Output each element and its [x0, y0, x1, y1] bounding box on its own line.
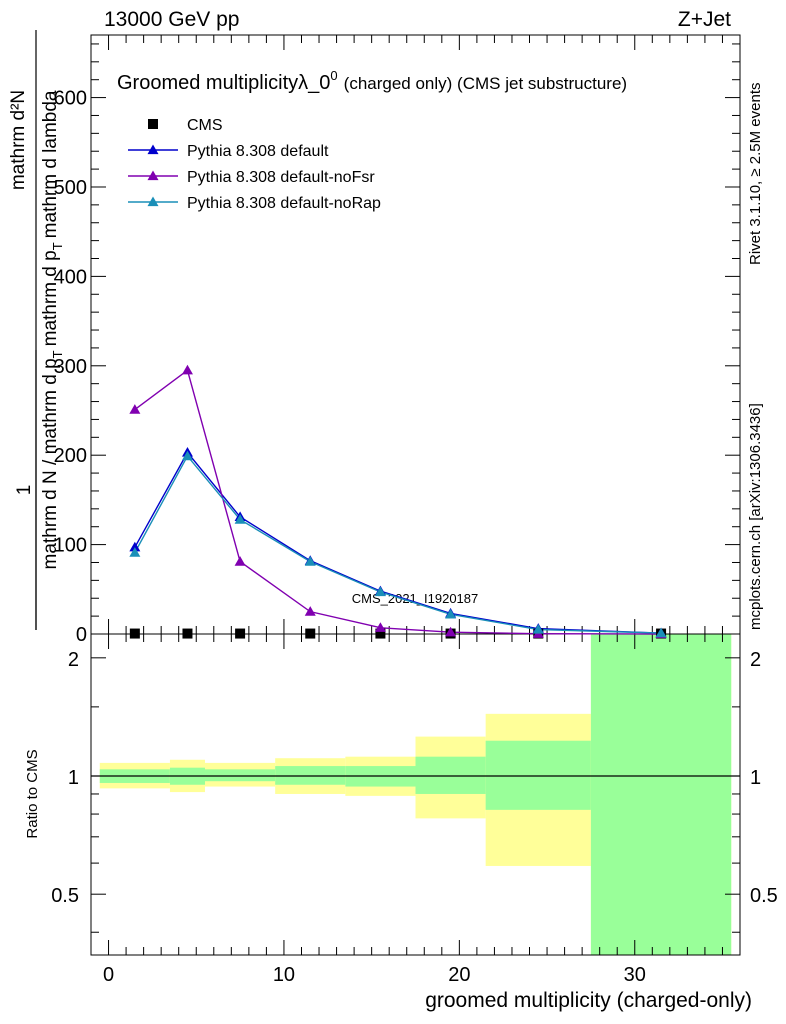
y-label-numerator: mathrm d²N — [8, 90, 29, 190]
series-marker-3 — [181, 450, 193, 461]
legend-label: Pythia 8.308 default — [187, 143, 329, 160]
x-tick-label: 30 — [624, 964, 646, 986]
series-marker-2 — [234, 556, 246, 566]
y-label-den-a: mathrm d N / mathrm d p — [40, 358, 61, 569]
series-marker-2 — [181, 364, 193, 375]
y-label-fraction-one: 1 — [14, 485, 35, 496]
series-markers — [129, 364, 667, 639]
series-line-3 — [134, 454, 662, 634]
ratio-band-green — [415, 756, 486, 794]
series-marker-1 — [129, 541, 141, 552]
ratio-y-tick-label-right: 0.5 — [750, 885, 778, 907]
analysis-tag: CMS_2021_I1920187 — [352, 591, 479, 606]
series-marker-2 — [304, 606, 316, 616]
cms-data-point — [182, 628, 193, 639]
ratio-y-axis-label: Ratio to CMS — [24, 749, 41, 838]
ratio-axis-ticks: 0.5 0.51 12 20 10 20 30 — [51, 634, 778, 986]
series-marker-3 — [304, 556, 316, 566]
header-collision: 13000 GeV pp — [104, 8, 239, 31]
rivet-label: Rivet 3.1.10, ≥ 2.5M events — [747, 83, 764, 266]
ratio-band-green — [485, 740, 591, 810]
main-y-tick-label: 300 — [54, 356, 87, 378]
mcplots-label: mcplots.cern.ch [arXiv:1306.3436] — [747, 403, 764, 630]
series-marker-2 — [374, 622, 386, 632]
cms-data-point — [235, 628, 246, 639]
legend-label: Pythia 8.308 default-noRap — [187, 195, 381, 212]
series-line-1 — [134, 451, 662, 634]
legend-marker — [147, 196, 159, 207]
legend-marker — [147, 144, 159, 155]
legend-marker — [147, 170, 159, 181]
y-label-den-sub: T — [50, 350, 65, 358]
y-label-den-b: mathrm d p — [40, 250, 61, 346]
header-process: Z+Jet — [678, 8, 731, 31]
series-lines — [134, 369, 662, 635]
cms-data-point — [129, 628, 140, 639]
y-label-denominator: mathrm d N / mathrm d pTmathrm d pTmathr… — [40, 90, 65, 569]
ratio-y-tick-label-right: 1 — [750, 767, 761, 789]
series-marker-2 — [445, 626, 457, 637]
main-y-tick-label: 200 — [54, 445, 87, 467]
ratio-plot-frame — [90, 633, 741, 956]
ratio-band-green — [590, 634, 732, 955]
main-axis-ticks: 0 100 200 300 400 500 600 — [54, 35, 740, 646]
series-marker-2 — [129, 404, 141, 414]
y-label-den-c: mathrm d lambda — [40, 90, 61, 238]
series-marker-3 — [234, 514, 246, 524]
main-y-tick-label: 400 — [54, 266, 87, 288]
series-marker-3 — [655, 627, 667, 638]
main-y-tick-label: 0 — [76, 624, 87, 646]
plot-title-suffix: (charged only) (CMS jet substructure) — [344, 74, 627, 93]
legend-label: CMS — [187, 117, 223, 134]
series-line-2 — [134, 369, 662, 635]
plot-title: Groomed multiplicityλ_00 (charged only) (… — [117, 68, 627, 94]
ratio-y-tick-label: 0.5 — [51, 885, 79, 907]
plot-title-sup: 0 — [330, 68, 337, 83]
plot-title-main: Groomed multiplicityλ_0 — [117, 72, 330, 94]
cms-data-point — [305, 628, 316, 639]
x-tick-label: 20 — [448, 964, 470, 986]
main-y-tick-label: 500 — [54, 177, 87, 199]
cms-data-point — [375, 628, 386, 639]
legend-marker-cms — [148, 119, 158, 129]
ratio-y-tick-label: 1 — [68, 767, 79, 789]
x-tick-label: 0 — [103, 964, 114, 986]
main-y-tick-label: 100 — [54, 535, 87, 557]
legend-label: Pythia 8.308 default-noFsr — [187, 169, 375, 186]
x-axis-label: groomed multiplicity (charged-only) — [425, 989, 752, 1012]
main-y-tick-label: 600 — [54, 88, 87, 110]
series-marker-3 — [374, 586, 386, 597]
series-marker-3 — [532, 624, 544, 634]
x-tick-label: 10 — [273, 964, 295, 986]
legend: CMS Pythia 8.308 default Pythia 8.308 defa… — [128, 117, 381, 212]
main-y-axis-label: 1 mathrm d²N mathrm d N / mathrm d pTmat… — [8, 30, 65, 630]
ratio-band-green — [205, 769, 276, 782]
series-marker-3 — [445, 608, 457, 619]
y-label-den-sub2: T — [50, 242, 65, 250]
ratio-y-tick-label: 2 — [68, 649, 79, 671]
series-marker-3 — [129, 547, 141, 557]
ratio-y-tick-label-right: 2 — [750, 649, 761, 671]
ratio-bands — [91, 634, 740, 955]
